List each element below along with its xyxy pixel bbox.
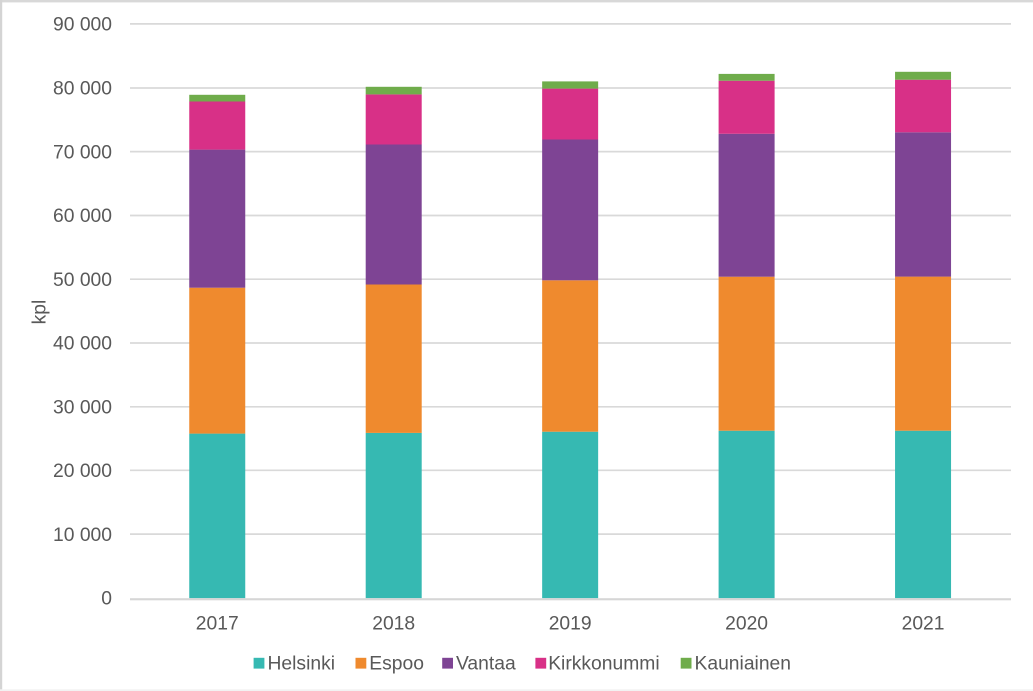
svg-text:40 000: 40 000 bbox=[53, 334, 112, 355]
svg-text:0: 0 bbox=[101, 589, 112, 610]
svg-text:kpl: kpl bbox=[30, 300, 51, 325]
svg-text:Vantaa: Vantaa bbox=[456, 654, 516, 675]
svg-text:10 000: 10 000 bbox=[53, 525, 112, 546]
svg-text:2017: 2017 bbox=[196, 613, 239, 634]
svg-text:Espoo: Espoo bbox=[369, 654, 424, 675]
svg-text:2020: 2020 bbox=[725, 613, 768, 634]
svg-text:Kauniainen: Kauniainen bbox=[695, 654, 792, 675]
svg-text:2019: 2019 bbox=[549, 613, 592, 634]
svg-text:30 000: 30 000 bbox=[53, 398, 112, 419]
svg-text:90 000: 90 000 bbox=[53, 15, 112, 36]
svg-text:60 000: 60 000 bbox=[53, 206, 112, 227]
svg-text:20 000: 20 000 bbox=[53, 461, 112, 482]
svg-text:2021: 2021 bbox=[902, 613, 945, 634]
svg-text:Helsinki: Helsinki bbox=[268, 654, 336, 675]
svg-text:70 000: 70 000 bbox=[53, 142, 112, 163]
svg-text:Kirkkonummi: Kirkkonummi bbox=[548, 654, 659, 675]
svg-text:80 000: 80 000 bbox=[53, 79, 112, 100]
svg-text:50 000: 50 000 bbox=[53, 270, 112, 291]
svg-text:2018: 2018 bbox=[372, 613, 415, 634]
